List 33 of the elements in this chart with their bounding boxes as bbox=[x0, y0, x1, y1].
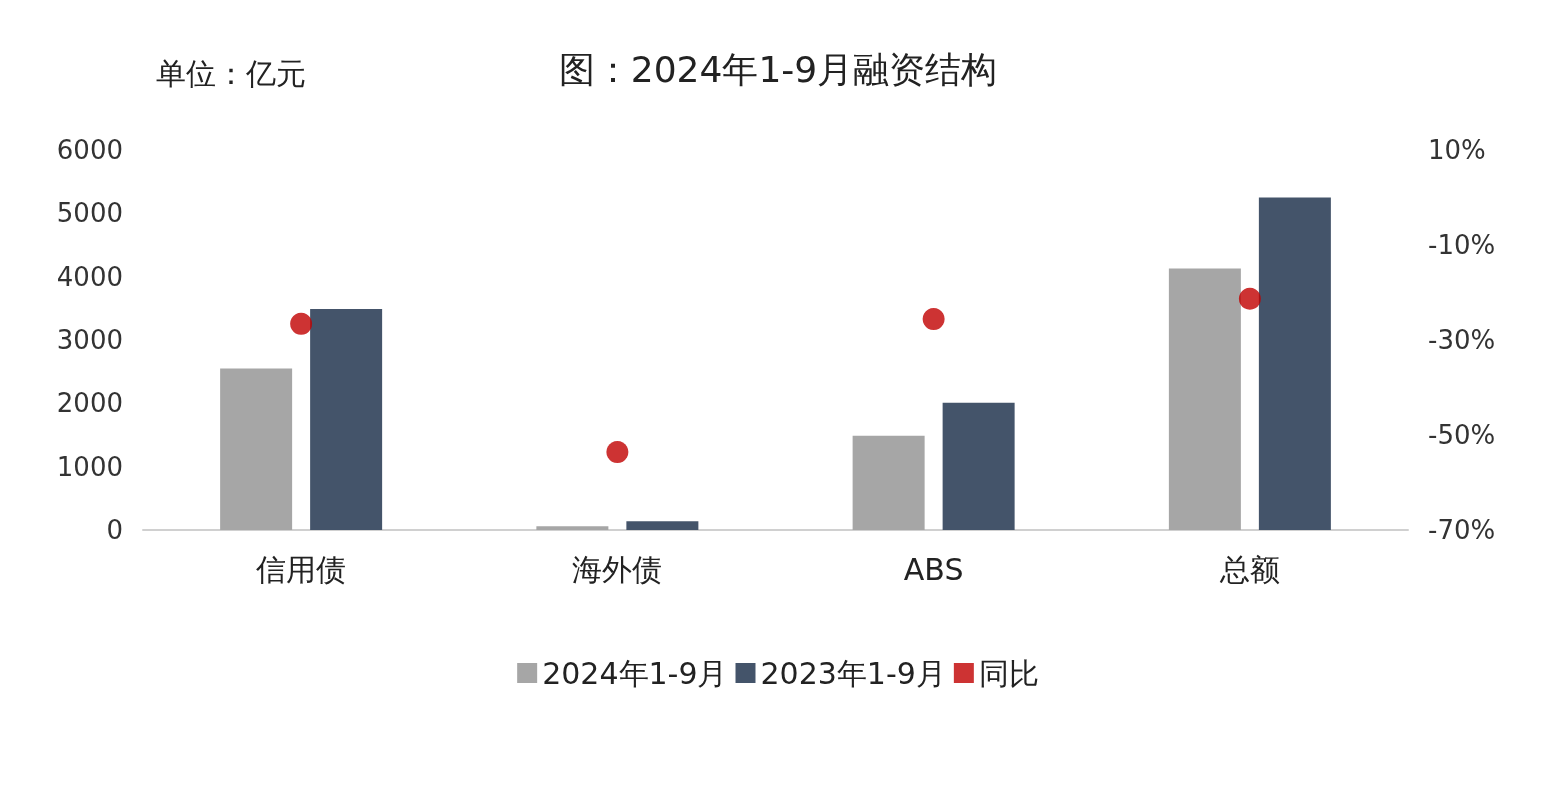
y2-tick-label: -30% bbox=[1428, 325, 1496, 355]
x-tick-label: 信用债 bbox=[256, 551, 347, 587]
chart-title: 图：2024年1-9月融资结构 bbox=[558, 48, 998, 90]
y-tick-label: 1000 bbox=[56, 451, 123, 482]
bar bbox=[852, 435, 925, 530]
y-axis-title: 单位：亿元 bbox=[156, 55, 306, 91]
y2-tick-label: -70% bbox=[1428, 515, 1496, 545]
y2-tick-label: -10% bbox=[1428, 230, 1496, 260]
bar bbox=[536, 526, 609, 530]
point bbox=[290, 312, 313, 335]
y-tick-label: 3000 bbox=[56, 325, 123, 355]
y-tick-label: 2000 bbox=[56, 388, 123, 419]
y2-tick-label: -50% bbox=[1428, 420, 1496, 450]
x-tick-label: ABS bbox=[903, 551, 964, 587]
x-tick-label: 总额 bbox=[1218, 551, 1280, 587]
legend-label: 2023年1-9月 bbox=[760, 655, 946, 691]
bar bbox=[942, 402, 1015, 530]
bar bbox=[1168, 268, 1241, 530]
y-tick-label: 4000 bbox=[56, 261, 123, 292]
bar bbox=[310, 308, 383, 530]
point bbox=[606, 441, 629, 464]
y-tick-label: 0 bbox=[106, 515, 123, 545]
bar bbox=[626, 521, 699, 530]
point bbox=[922, 308, 945, 331]
bar bbox=[1258, 197, 1331, 530]
legend-label: 同比 bbox=[978, 655, 1039, 691]
y-tick-label: 5000 bbox=[56, 198, 123, 229]
bar bbox=[220, 368, 293, 530]
point bbox=[1238, 287, 1261, 310]
x-tick-label: 海外债 bbox=[572, 551, 663, 587]
y2-tick-label: 10% bbox=[1428, 135, 1486, 165]
y-tick-label: 6000 bbox=[56, 135, 123, 165]
legend-label: 2024年1-9月 bbox=[542, 655, 728, 691]
